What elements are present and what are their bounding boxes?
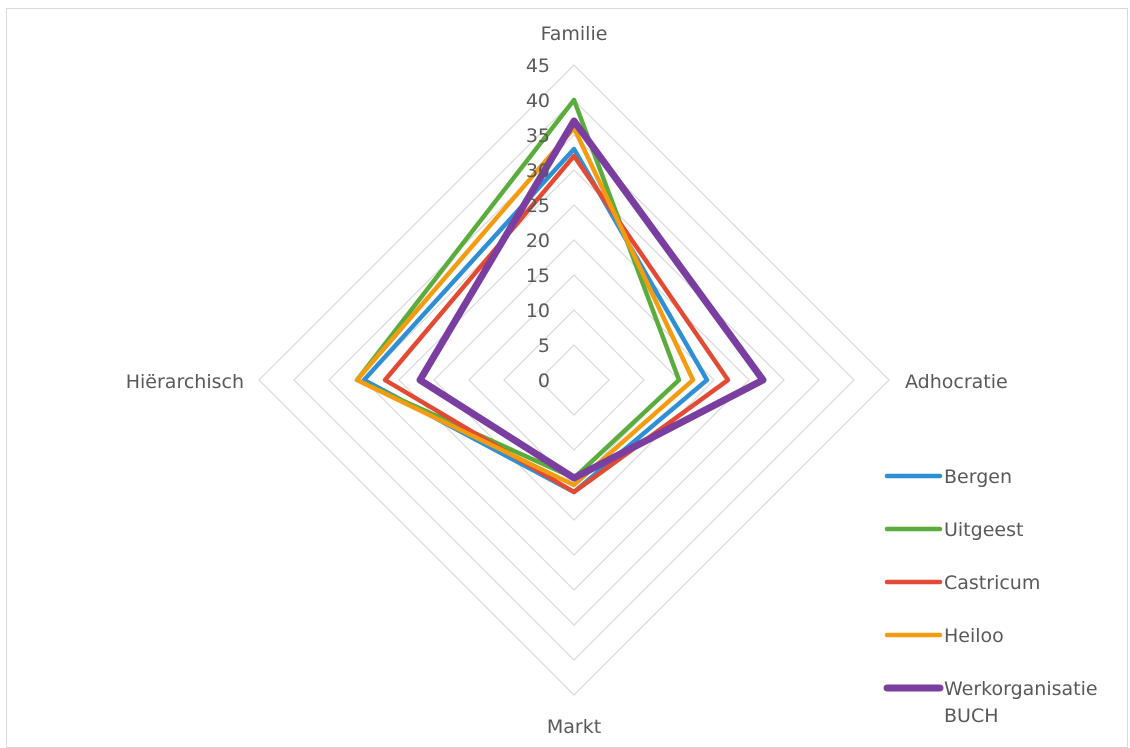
tick-label: 0 — [538, 370, 550, 392]
tick-label: 5 — [538, 335, 550, 357]
legend-label: Heiloo — [944, 625, 1004, 647]
tick-label: 40 — [526, 90, 550, 112]
grid-ring — [538, 344, 610, 416]
series-line-werkorganisatie-buch — [416, 117, 767, 482]
category-label: Adhocratie — [905, 371, 1008, 393]
tick-label: 35 — [526, 125, 550, 147]
grid-ring — [503, 309, 645, 451]
legend-label: Werkorganisatie BUCH — [944, 678, 1098, 727]
tick-label: 10 — [526, 300, 550, 322]
grid-ring — [433, 239, 715, 521]
tick-label: 15 — [526, 265, 550, 287]
grid-ring — [363, 169, 785, 591]
category-label: Familie — [541, 23, 608, 45]
series-line-heiloo — [354, 125, 696, 488]
category-label: Markt — [547, 716, 601, 738]
tick-label: 30 — [526, 160, 550, 182]
grid-ring — [258, 64, 890, 696]
grid-ring — [293, 99, 855, 661]
category-label: Hiërarchisch — [126, 371, 244, 393]
tick-label: 20 — [526, 230, 550, 252]
tick-label: 45 — [526, 55, 550, 77]
grid-ring — [328, 134, 820, 626]
legend-label: Uitgeest — [944, 519, 1023, 541]
series-line-castricum — [382, 153, 731, 495]
tick-label: 25 — [526, 195, 550, 217]
legend-label: Bergen — [944, 466, 1012, 488]
legend-label: Castricum — [944, 572, 1040, 594]
